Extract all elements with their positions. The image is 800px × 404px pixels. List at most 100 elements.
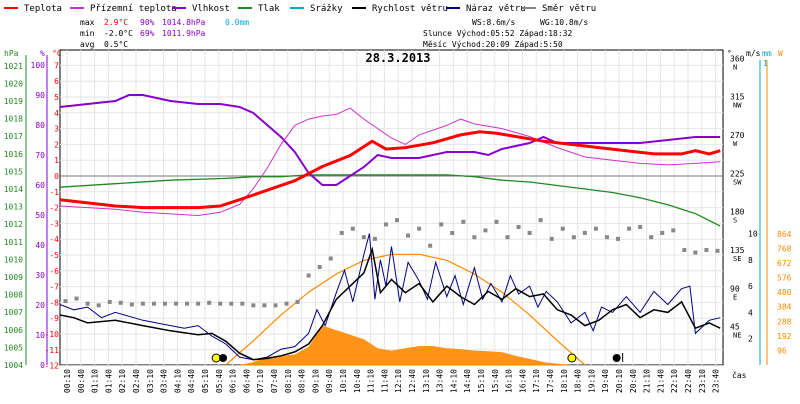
- tick-label-time: 19:10: [587, 369, 596, 393]
- legend-label-smer-vetru: Směr větru: [542, 4, 596, 14]
- tick-label-humidity: 10: [35, 331, 45, 340]
- stats-avg-temp: 0.5°C: [104, 40, 128, 49]
- tick-label-time: 20:40: [629, 369, 638, 393]
- tick-label-humidity: 70: [35, 151, 45, 160]
- tick-label-time: 01:10: [91, 369, 100, 393]
- tick-label-solar: 768: [777, 244, 792, 253]
- axis-unit-mm: mm: [762, 49, 772, 58]
- tick-label-time: 22:40: [684, 369, 693, 393]
- wind-direction-point: [593, 226, 598, 231]
- stats-max-temp: 2.9°C: [104, 18, 128, 27]
- wind-direction-point: [284, 301, 289, 306]
- tick-label-time: 18:40: [574, 369, 583, 393]
- wind-direction-point: [174, 301, 179, 306]
- ground-temperature-line: [59, 107, 721, 217]
- wind-direction-point: [361, 235, 366, 240]
- tick-label-time: 23:10: [698, 369, 707, 393]
- wind-direction-point: [107, 299, 112, 304]
- info-block: WS:8.6m/s WG:10.8m/s Slunce Východ:05:52…: [423, 18, 588, 49]
- wind-direction-point: [660, 230, 665, 235]
- wind-direction-point: [151, 301, 156, 306]
- tick-label-temperature: 4: [54, 109, 59, 118]
- wind-direction-point: [627, 226, 632, 231]
- pressure-line: [59, 174, 721, 227]
- tick-label-time: 13:40: [436, 369, 445, 393]
- tick-label-hpa: 1015: [4, 167, 23, 176]
- tick-label-time: 16:10: [505, 369, 514, 393]
- stats-min-pressure: 1011.9hPa: [162, 29, 206, 38]
- tick-label-direction-letter: W: [733, 140, 738, 148]
- tick-label-hpa: 1006: [4, 326, 23, 335]
- axis-unit-celsius: °C: [52, 49, 62, 58]
- wind-direction-point: [450, 230, 455, 235]
- moonset-marker: [219, 354, 228, 362]
- stats-max-humidity: 90%: [140, 18, 155, 27]
- tick-label-hpa: 1019: [4, 97, 23, 106]
- tick-label-time: 12:10: [394, 369, 403, 393]
- tick-label-time: 14:10: [449, 369, 458, 393]
- tick-label-time: 17:10: [532, 369, 541, 393]
- tick-label-time: 00:10: [63, 369, 72, 393]
- tick-label-direction: 270: [730, 131, 745, 140]
- tick-label-time: 11:40: [380, 369, 389, 393]
- tick-label-time: 12:40: [408, 369, 417, 393]
- wind-direction-point: [140, 301, 145, 306]
- wind-direction-point: [483, 228, 488, 233]
- temperature-line: [59, 130, 721, 210]
- wind-direction-point: [571, 235, 576, 240]
- tick-label-humidity: 0: [40, 361, 45, 370]
- info-ws: WS:8.6m/s: [472, 18, 516, 27]
- tick-label-solar: 96: [777, 346, 787, 355]
- sunrise-marker: [211, 353, 221, 363]
- tick-label-time: 09:10: [311, 369, 320, 393]
- wind-direction-point: [560, 226, 565, 231]
- tick-label-hpa: 1005: [4, 343, 23, 352]
- tick-label-time: 10:40: [353, 369, 362, 393]
- wind-direction-point: [494, 219, 499, 224]
- tick-label-hpa: 1016: [4, 150, 23, 159]
- tick-label-time: 01:40: [104, 369, 113, 393]
- chart-title: 28.3.2013: [365, 51, 430, 65]
- tick-label-temperature: 7: [54, 61, 59, 70]
- tick-label-time: 04:40: [187, 369, 196, 393]
- tick-label-time: 23:40: [712, 369, 721, 393]
- tick-label-time: 16:40: [518, 369, 527, 393]
- wind-direction-point: [604, 235, 609, 240]
- legend-label-teplota: Teplota: [24, 4, 62, 14]
- tick-label-time: 07:10: [256, 369, 265, 393]
- tick-label-rain: 1: [763, 59, 768, 68]
- tick-label-time: 15:40: [491, 369, 500, 393]
- tick-label-humidity: 30: [35, 271, 45, 280]
- tick-label-solar: 384: [777, 303, 792, 312]
- tick-label-time: 19:40: [601, 369, 610, 393]
- stats-max-label: max: [80, 18, 95, 27]
- tick-label-humidity: 40: [35, 241, 45, 250]
- tick-label-time: 13:10: [422, 369, 431, 393]
- wind-direction-point: [207, 300, 212, 305]
- wind-direction-point: [428, 243, 433, 248]
- legend-label-prizemni-teplota: Přízemní teplota: [90, 4, 177, 14]
- wind-gust-line: [59, 233, 721, 361]
- axis-pressure: 1021 1020 1019 1018 1017 1016 1015 1014 1013 1012…: [4, 55, 27, 370]
- tick-label-direction-letter: S: [733, 217, 737, 225]
- tick-label-hpa: 1014: [4, 185, 23, 194]
- tick-label-temperature: 6: [54, 77, 59, 86]
- tick-label-temperature: -12: [45, 362, 60, 371]
- wind-direction-point: [704, 247, 709, 252]
- tick-label-direction-letter: N: [733, 63, 737, 71]
- tick-label-time: 15:10: [477, 369, 486, 393]
- tick-label-direction-letter: NW: [733, 102, 742, 110]
- wind-direction-point: [417, 226, 422, 231]
- tick-label-humidity: 100: [31, 61, 46, 70]
- stats-max-rain: 0.0mm: [225, 18, 249, 27]
- wind-direction-point: [85, 301, 90, 306]
- tick-label-time: 14:40: [463, 369, 472, 393]
- tick-label-temperature: -10: [45, 330, 60, 339]
- tick-label-temperature: -2: [49, 204, 59, 213]
- wind-direction-point: [63, 299, 68, 304]
- tick-label-hpa: 1010: [4, 255, 23, 264]
- tick-label-hpa: 1012: [4, 220, 23, 229]
